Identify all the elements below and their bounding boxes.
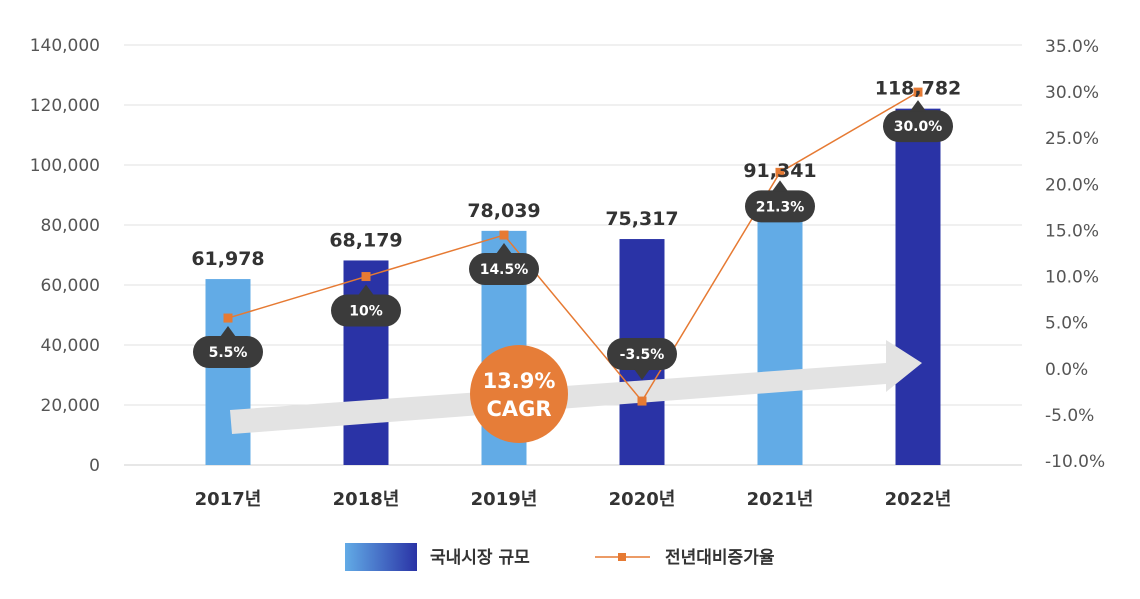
- bubble-pointer: [496, 243, 512, 255]
- bubble-body: [607, 338, 677, 371]
- bubble-body: [331, 294, 401, 327]
- bubble-label: 21.3%: [756, 199, 805, 215]
- category-label: 2021년: [747, 489, 814, 510]
- bar-value-label: 75,317: [605, 208, 678, 230]
- bar: [205, 279, 251, 465]
- cagr-badge: 13.9% CAGR: [470, 345, 568, 443]
- cagr-circle: [470, 345, 568, 443]
- rate-bubble: 5.5%: [193, 326, 263, 369]
- category-label: 2017년: [195, 489, 262, 510]
- rate-bubble: 30.0%: [883, 100, 953, 143]
- bubble-label: 14.5%: [480, 262, 529, 278]
- bubble-pointer: [772, 180, 788, 192]
- category-label: 2020년: [609, 489, 676, 510]
- category-labels: 2017년 2018년 2019년 2020년 2021년 2022년: [195, 489, 952, 510]
- bar-value-label: 118,782: [875, 78, 962, 100]
- left-axis-ticks: 0 20,000 40,000 60,000 80,000 100,000 120,000 1…: [30, 36, 100, 476]
- grid-lines: [124, 44, 1022, 466]
- bubble-body: [883, 110, 953, 143]
- right-tick-label: 0.0%: [1045, 360, 1088, 380]
- left-tick-label: 100,000: [30, 156, 100, 176]
- rate-marker: [637, 396, 647, 406]
- left-tick-label: 80,000: [41, 216, 100, 236]
- rate-marker: [775, 167, 785, 177]
- right-tick-label: 35.0%: [1045, 37, 1099, 57]
- rate-bubble: 10%: [331, 284, 401, 327]
- right-tick-label: 20.0%: [1045, 175, 1099, 195]
- trend-arrow-layer: [230, 340, 922, 434]
- bubble-body: [469, 253, 539, 286]
- right-tick-label: 25.0%: [1045, 129, 1099, 149]
- right-tick-label: -5.0%: [1045, 406, 1094, 426]
- right-tick-label: 10.0%: [1045, 268, 1099, 288]
- bubble-pointer: [910, 100, 926, 112]
- bar-value-labels: 61,978 68,179 78,039 75,317 91,341 118,782: [191, 78, 961, 270]
- right-tick-label: 30.0%: [1045, 83, 1099, 103]
- left-tick-label: 140,000: [30, 36, 100, 56]
- rate-bubbles: 5.5% 10% 14.5% -3.5% 21.3% 30.0%: [193, 100, 953, 381]
- legend-bar-swatch: [345, 543, 417, 571]
- bubble-label: 5.5%: [209, 345, 248, 361]
- cagr-value: 13.9%: [483, 369, 556, 393]
- bubble-label: 10%: [349, 304, 383, 320]
- bubble-pointer: [634, 369, 650, 381]
- legend-line-label: 전년대비증가율: [665, 548, 775, 568]
- legend: 국내시장 규모 전년대비증가율: [345, 543, 775, 571]
- line-series: [223, 87, 923, 406]
- legend-line-marker: [618, 553, 626, 561]
- rate-marker: [913, 87, 923, 97]
- rate-bubble: -3.5%: [607, 338, 677, 381]
- rate-line: [227, 91, 919, 403]
- bubble-label: 30.0%: [894, 119, 943, 135]
- bar-value-label: 78,039: [467, 200, 540, 222]
- rate-marker: [361, 272, 371, 282]
- left-tick-label: 120,000: [30, 96, 100, 116]
- left-tick-label: 60,000: [41, 276, 100, 296]
- bar-value-label: 68,179: [329, 229, 402, 251]
- left-tick-label: 40,000: [41, 336, 100, 356]
- bubble-pointer: [220, 326, 236, 338]
- bar-value-label: 61,978: [191, 248, 264, 270]
- right-tick-label: 15.0%: [1045, 221, 1099, 241]
- trend-arrow: [230, 340, 922, 434]
- rate-marker: [223, 313, 233, 323]
- left-tick-label: 20,000: [41, 396, 100, 416]
- bar: [895, 108, 941, 466]
- bar: [757, 190, 803, 466]
- cagr-label: CAGR: [486, 397, 551, 421]
- rate-bubble: 14.5%: [469, 243, 539, 286]
- bubble-label: -3.5%: [620, 347, 665, 363]
- bar-value-label: 91,341: [743, 160, 816, 182]
- category-label: 2019년: [471, 489, 538, 510]
- bubble-pointer: [358, 284, 374, 296]
- legend-bar-label: 국내시장 규모: [430, 548, 530, 568]
- rate-bubble: 21.3%: [745, 180, 815, 223]
- left-tick-label: 0: [89, 456, 100, 476]
- rate-marker: [499, 230, 509, 240]
- bubble-body: [745, 190, 815, 223]
- bubble-body: [193, 336, 263, 369]
- right-tick-label: 5.0%: [1045, 314, 1088, 334]
- category-label: 2018년: [333, 489, 400, 510]
- category-label: 2022년: [885, 489, 952, 510]
- right-tick-label: -10.0%: [1045, 452, 1105, 472]
- right-axis-ticks: -10.0% -5.0% 0.0% 5.0% 10.0% 15.0% 20.0% 25.0% 3…: [1045, 37, 1105, 472]
